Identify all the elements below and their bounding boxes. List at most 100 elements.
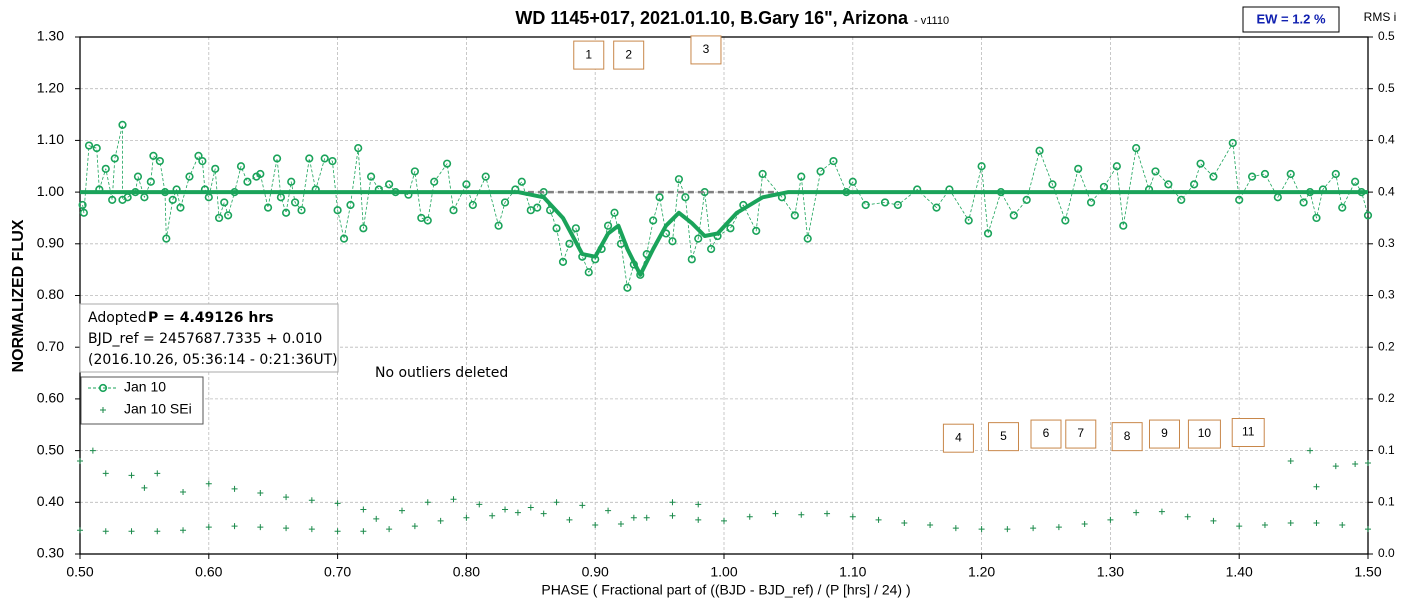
data-point [1307,447,1314,454]
chart-title: WD 1145+017, 2021.01.10, B.Gary 16", Ari… [515,8,909,28]
y2-tick-label: 0.0 [1378,546,1395,560]
plot-area: 0.50 0.60 0.70 0.80 0.90 1.00 1.10 1.20 1.30 1.40… [37,28,1395,580]
data-point [476,501,483,508]
info-box [79,303,339,373]
x-tick-label: 1.00 [710,564,737,580]
data-point [128,472,135,479]
data-point [141,484,148,491]
data-point [558,257,568,266]
data-point [102,528,109,535]
y-tick-label: 0.30 [37,545,64,561]
data-point [1365,526,1371,533]
annotation-label: 9 [1161,426,1168,440]
data-point [1363,211,1373,220]
data-point [790,211,799,220]
data-point [849,513,856,520]
x-tick-label: 1.50 [1354,564,1381,580]
legend-marker [98,383,108,393]
x-tick-label: 1.10 [839,564,866,580]
x-tick-label: 0.70 [324,564,351,580]
data-point [79,208,88,217]
data-point [623,283,632,292]
data-point [1236,523,1243,530]
data-point [168,195,177,204]
data-point [932,203,941,212]
data-point [571,224,580,233]
y-tick-label: 0.40 [37,493,64,509]
data-point [281,208,291,217]
legend-label: Jan 10 [124,379,166,395]
data-point [668,237,677,246]
x-tick-label: 0.50 [66,564,93,580]
data-point [154,470,161,477]
x-axis-title: PHASE ( Fractional part of ((BJD - BJD_r… [541,582,910,598]
y-tick-label: 0.50 [37,441,64,457]
data-point [726,224,735,233]
y2-tick-label: 0.3 [1378,288,1395,302]
data-point [803,234,812,243]
data-point [360,506,367,513]
y-tick-label: 1.20 [37,79,64,95]
data-point [198,156,207,166]
series-line [80,190,1368,277]
data-point [540,510,547,517]
annotation-box [1187,419,1221,449]
chart-subtitle: - v1110 [914,15,949,27]
data-point [1151,167,1160,176]
data-point [514,509,521,516]
data-point [1030,525,1037,532]
data-point [798,511,805,518]
y-tick-label: 1.00 [37,183,64,199]
data-point [180,527,187,534]
data-point [354,144,363,153]
y-tick-label: 0.90 [37,235,64,251]
data-point [500,198,510,207]
data-point [1035,146,1044,155]
annotation-box [1065,419,1097,449]
data-point [194,151,203,161]
data-point [385,180,394,189]
data-point [1048,180,1057,189]
data-point [411,523,418,530]
data-point [1247,172,1257,181]
data-point [687,255,696,264]
y2-tick-label: 0.3 [1378,236,1395,250]
data-point [386,526,393,533]
data-point [334,528,341,535]
data-point [649,216,658,225]
data-point [579,502,586,509]
data-point [205,524,212,531]
info-period: P = 4.49126 hrs [148,310,274,326]
data-point [133,172,143,181]
annotation-label: 4 [955,430,962,444]
legend-marker [100,407,106,413]
data-point [1158,508,1165,515]
data-point [449,206,458,215]
data-point [1164,180,1173,189]
data-point [1312,213,1321,223]
data-point [89,447,96,454]
data-point [1009,211,1018,220]
data-point [1338,203,1347,212]
data-point [1352,461,1359,468]
data-point [1209,172,1218,181]
data-point [848,177,857,186]
data-point [1086,198,1096,207]
data-point [149,151,158,161]
data-point [1351,177,1360,186]
annotation-label: 6 [1043,426,1050,440]
y-tick-label: 0.70 [37,338,64,354]
data-point [603,221,613,230]
data-point [964,216,973,225]
data-point [681,193,690,202]
ew-label: EW = 1.2 % [1257,11,1326,26]
legend: Jan 10 Jan 10 SEi [88,379,192,417]
annotation-label: 1 [585,47,592,61]
data-point [308,526,315,533]
data-point [533,203,542,212]
data-point [630,514,637,521]
y-tick-label: 0.60 [37,390,64,406]
annotation-label: 8 [1124,429,1131,443]
data-point [290,198,300,207]
